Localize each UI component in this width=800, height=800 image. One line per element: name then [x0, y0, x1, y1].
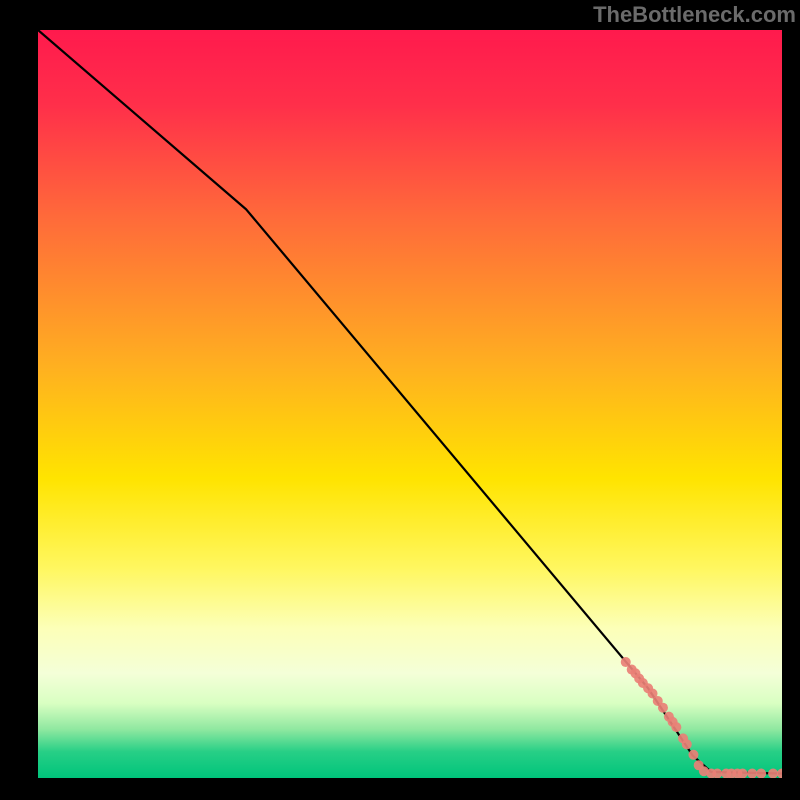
chart-container: TheBottleneck.com	[0, 0, 800, 800]
plot-area	[38, 30, 782, 778]
scatter-marker	[688, 750, 698, 760]
watermark-text: TheBottleneck.com	[593, 2, 796, 28]
scatter-marker	[682, 739, 692, 749]
scatter-marker	[658, 703, 668, 713]
plot-svg	[38, 30, 782, 778]
scatter-marker	[671, 722, 681, 732]
